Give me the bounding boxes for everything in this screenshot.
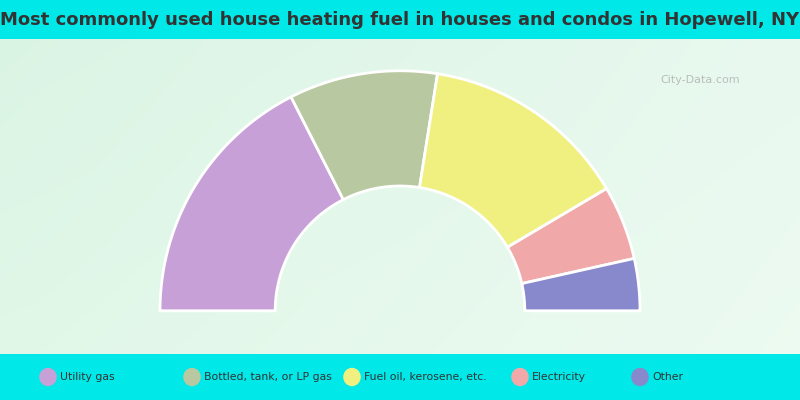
Ellipse shape <box>39 368 57 386</box>
Text: Utility gas: Utility gas <box>60 372 114 382</box>
Text: Bottled, tank, or LP gas: Bottled, tank, or LP gas <box>204 372 332 382</box>
Polygon shape <box>522 258 640 311</box>
Text: Electricity: Electricity <box>532 372 586 382</box>
Polygon shape <box>419 74 606 247</box>
Polygon shape <box>507 189 634 284</box>
Ellipse shape <box>183 368 201 386</box>
Polygon shape <box>160 97 343 311</box>
Ellipse shape <box>631 368 649 386</box>
Polygon shape <box>291 71 438 200</box>
Text: Most commonly used house heating fuel in houses and condos in Hopewell, NY: Most commonly used house heating fuel in… <box>1 11 799 29</box>
Ellipse shape <box>343 368 361 386</box>
Text: Fuel oil, kerosene, etc.: Fuel oil, kerosene, etc. <box>364 372 486 382</box>
Ellipse shape <box>511 368 529 386</box>
Text: Other: Other <box>652 372 683 382</box>
Text: City-Data.com: City-Data.com <box>660 75 740 85</box>
